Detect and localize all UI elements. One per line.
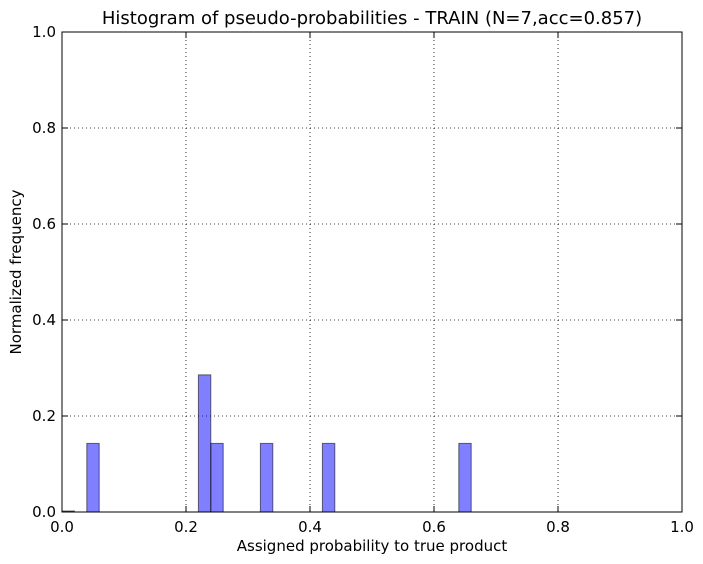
chart-title: Histogram of pseudo-probabilities - TRAI… <box>102 8 642 29</box>
y-tick-label: 0.0 <box>32 503 56 521</box>
histogram-bar <box>197 374 212 513</box>
y-tick-label: 0.2 <box>32 407 56 425</box>
y-tick-label: 0.6 <box>32 215 56 233</box>
y-tick-label: 0.8 <box>32 119 56 137</box>
histogram-bar <box>458 442 472 513</box>
x-tick-label: 0.0 <box>50 518 74 536</box>
histogram-bar <box>321 442 336 513</box>
histogram-bar <box>86 442 100 513</box>
y-tick-label: 1.0 <box>32 23 56 41</box>
x-tick-label: 0.6 <box>422 518 446 536</box>
x-tick-label: 0.8 <box>546 518 570 536</box>
histogram-bar <box>210 442 224 513</box>
axis-ticks: 0.0 0.2 0.4 0.6 0.8 1.0 0.0 0.2 0.4 0.6 0.8 1.0 <box>32 23 694 536</box>
grid-lines <box>62 32 682 512</box>
x-tick-label: 0.2 <box>174 518 198 536</box>
histogram-bars <box>61 374 472 513</box>
y-tick-label: 0.4 <box>32 311 56 329</box>
plot-frame <box>61 31 683 513</box>
x-axis-label: Assigned probability to true product <box>237 537 508 555</box>
y-axis-label: Normalized frequency <box>7 189 25 354</box>
x-tick-label: 0.4 <box>298 518 322 536</box>
x-tick-label: 1.0 <box>670 518 694 536</box>
histogram-bar <box>259 442 274 513</box>
